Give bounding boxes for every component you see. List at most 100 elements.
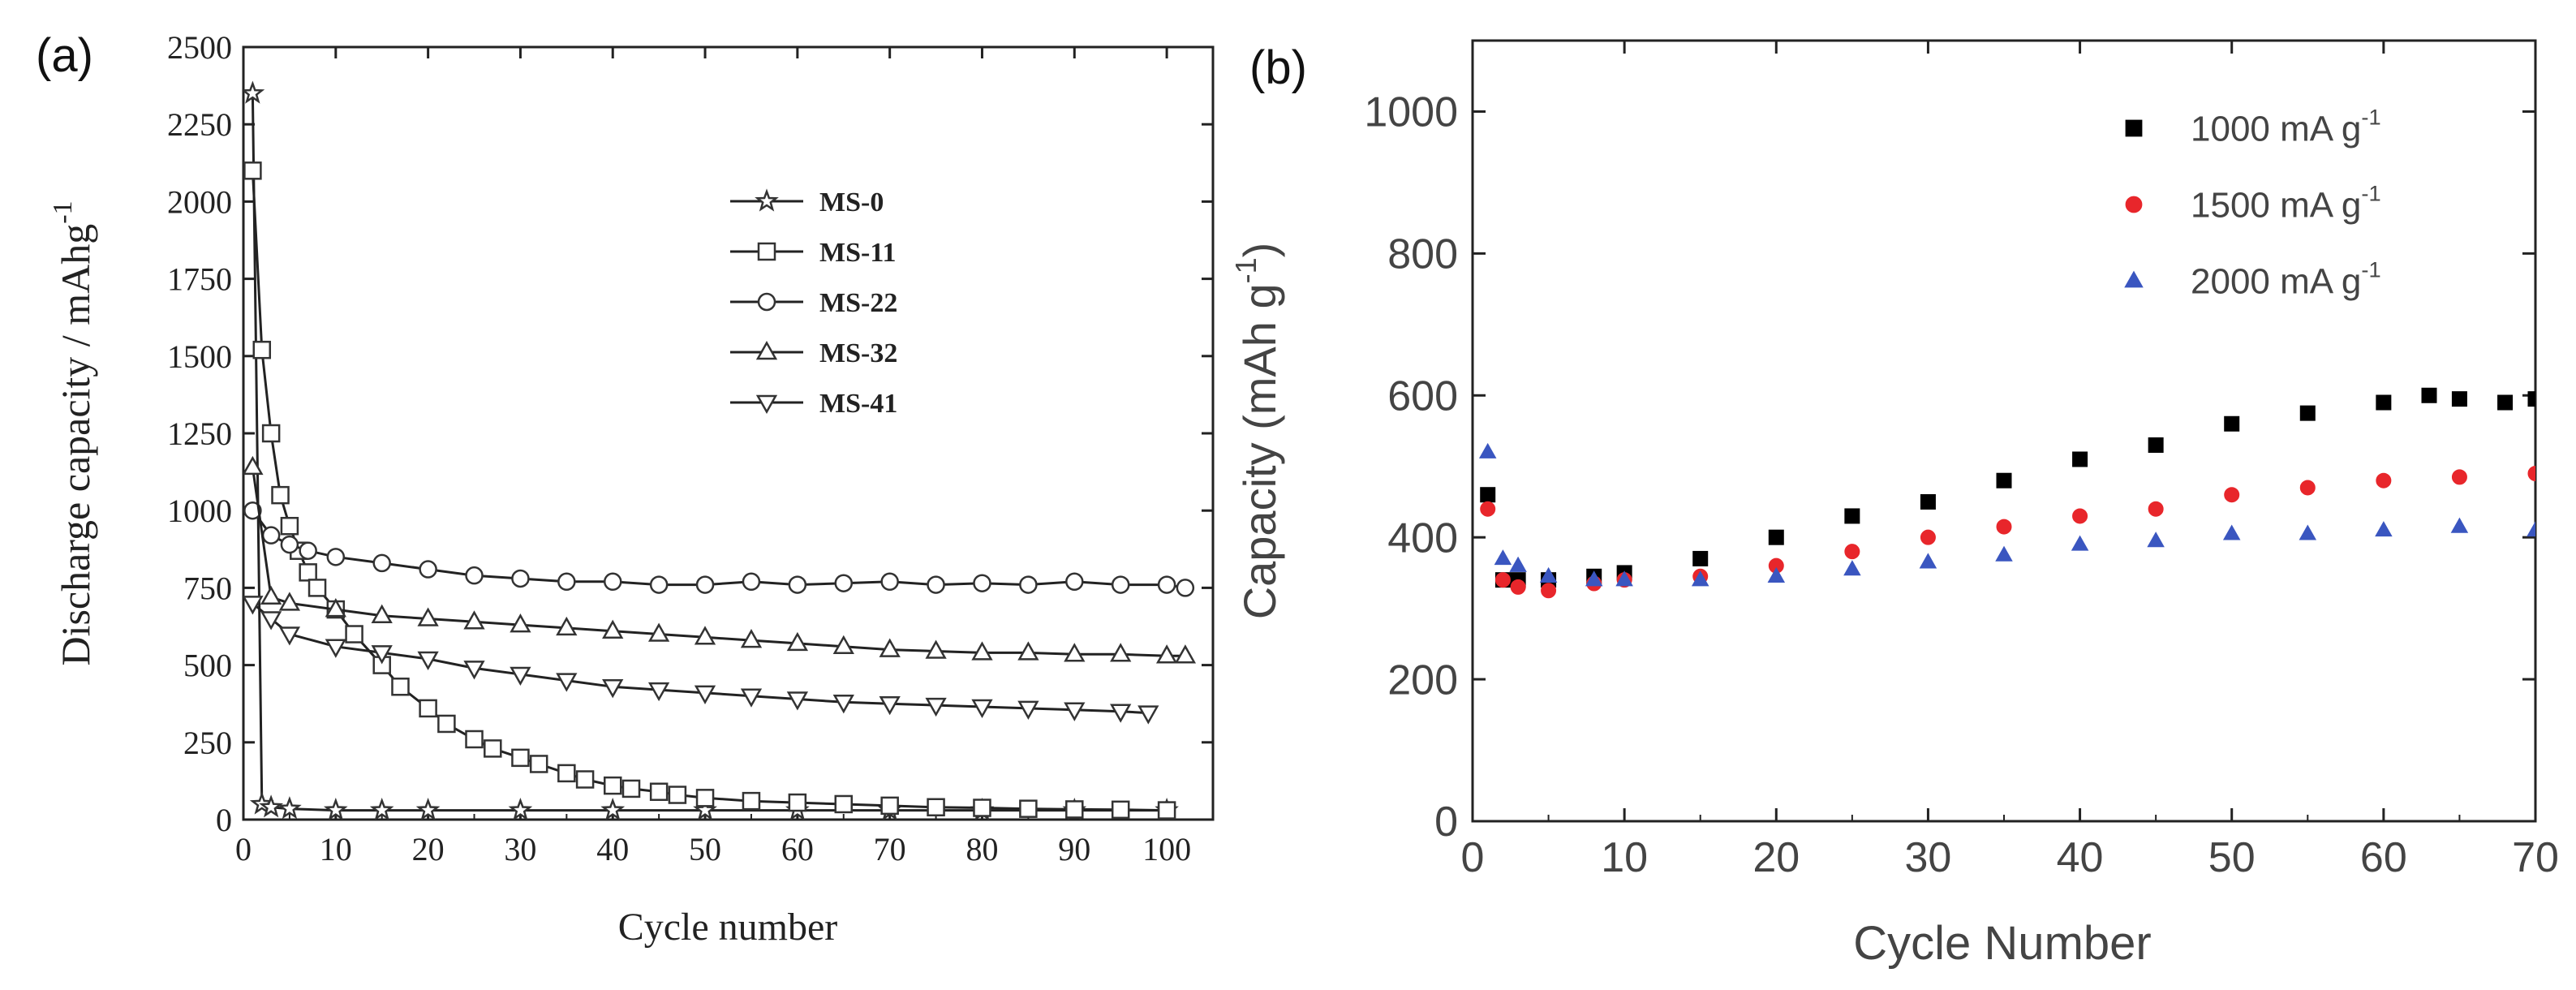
- x-tick-label: 30: [504, 831, 536, 867]
- data-point: [971, 641, 993, 661]
- data-point: [973, 574, 991, 592]
- y-tick-label: 1000: [167, 493, 232, 529]
- data-point: [2299, 524, 2317, 540]
- data-point: [1494, 572, 1511, 588]
- data-point: [261, 526, 281, 544]
- data-point: [437, 714, 456, 734]
- data-point: [278, 626, 301, 646]
- data-point: [243, 80, 265, 104]
- legend-item: MS-32: [730, 338, 897, 368]
- data-point: [832, 695, 854, 714]
- data-point: [2527, 521, 2535, 537]
- data-point: [2450, 517, 2469, 533]
- data-point: [1137, 705, 1159, 725]
- legend-label: 1000 mA g-1: [2191, 105, 2381, 149]
- data-point: [834, 574, 854, 592]
- data-point: [603, 776, 622, 795]
- data-point: [2527, 391, 2535, 407]
- data-point: [508, 798, 533, 820]
- data-point: [1844, 544, 1860, 560]
- y-axis-label-b: Capacity (mAh g-1): [1229, 243, 1285, 620]
- legend-item: MS-11: [730, 238, 896, 268]
- series-line: [252, 510, 1186, 589]
- x-tick-label: 20: [412, 831, 445, 867]
- data-point: [1065, 800, 1084, 819]
- x-axis-label-a: Cycle number: [618, 906, 838, 949]
- data-point: [1017, 641, 1039, 661]
- data-point: [649, 575, 669, 594]
- y-axis-label-a-superscript: -1: [48, 200, 78, 223]
- series-ms-32: [243, 455, 1197, 664]
- data-point: [326, 548, 346, 566]
- data-point: [259, 794, 284, 818]
- y-axis-label-b-suffix: ): [1234, 243, 1285, 258]
- legend-label-text: MS-11: [819, 238, 896, 268]
- data-point: [2451, 391, 2467, 407]
- data-point: [1615, 570, 1633, 587]
- legend-label: MS-41: [819, 389, 897, 419]
- data-point: [325, 639, 346, 658]
- data-point: [740, 629, 763, 648]
- data-point: [1480, 487, 1496, 503]
- data-point: [2497, 394, 2514, 411]
- data-point: [1509, 556, 1527, 572]
- legend-marker: [2125, 196, 2143, 213]
- legend-label-text: 2000 mA g: [2191, 261, 2361, 301]
- legend-label: MS-0: [819, 187, 884, 217]
- data-point: [511, 569, 530, 588]
- data-point: [299, 541, 317, 560]
- data-point: [1767, 566, 1786, 583]
- legend-marker: [757, 292, 776, 312]
- data-point: [465, 730, 484, 749]
- data-point: [693, 798, 717, 820]
- legend-label-text: 1000 mA g: [2191, 109, 2361, 148]
- x-tick-label: 80: [965, 831, 998, 867]
- chart-a: (a) 0 10 20 30 40 50 60 70 80 90 10002505007501000…: [36, 29, 1215, 949]
- series-ms-41: [243, 596, 1159, 725]
- legend-marker: [755, 188, 779, 212]
- data-point: [694, 626, 716, 645]
- data-point: [325, 598, 346, 618]
- data-point: [372, 553, 391, 573]
- data-point: [788, 793, 807, 812]
- data-point: [371, 645, 393, 665]
- x-tick-label: 0: [1461, 834, 1485, 881]
- data-point: [510, 613, 531, 633]
- data-point: [252, 340, 272, 359]
- data-point: [277, 796, 302, 820]
- ticks-b: 0 10 20 30 40 50 60 70 0 200 400 600 800 1000: [1364, 41, 2559, 881]
- plot-frame-b: [1471, 39, 2537, 823]
- y-axis-label-b-superscript: -1: [1229, 257, 1262, 283]
- y-tick-label: 1250: [167, 415, 232, 452]
- data-point: [391, 678, 410, 696]
- data-point: [1176, 579, 1195, 597]
- series-line: [251, 467, 1185, 657]
- y-tick-label: 750: [183, 570, 232, 606]
- data-point: [1585, 570, 1603, 587]
- legend-item: MS-41: [730, 389, 897, 419]
- y-tick-label: 0: [216, 802, 232, 838]
- data-point: [463, 610, 485, 630]
- data-point: [243, 501, 262, 520]
- data-point: [668, 786, 687, 804]
- data-point: [2421, 387, 2437, 403]
- data-point: [419, 699, 437, 718]
- y-tick-label: 400: [1387, 514, 1458, 562]
- data-point: [1843, 560, 1861, 576]
- data-point: [463, 661, 485, 680]
- legend-item: MS-22: [730, 288, 897, 318]
- data-point: [1494, 549, 1512, 566]
- legend-label: MS-11: [819, 238, 896, 268]
- data-point: [1539, 566, 1558, 583]
- data-point: [880, 572, 899, 592]
- data-point: [1920, 529, 1936, 545]
- data-point: [647, 622, 670, 642]
- data-point: [1996, 472, 2012, 489]
- legend-a: MS-0 MS-11 MS-22 MS-32 MS-41: [730, 187, 897, 419]
- data-point: [1919, 553, 1937, 569]
- legend-item: 1000 mA g-1: [2125, 105, 2381, 149]
- data-point: [484, 739, 502, 758]
- data-point: [1110, 704, 1132, 723]
- data-point: [280, 516, 299, 536]
